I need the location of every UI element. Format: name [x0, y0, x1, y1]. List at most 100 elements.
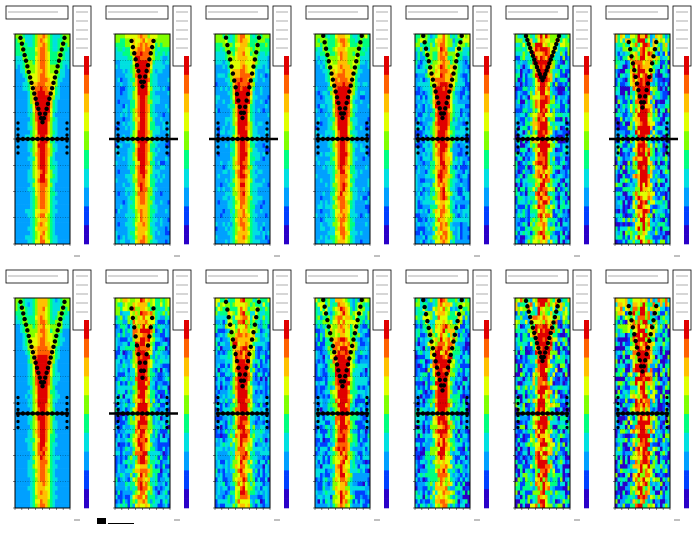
heatmap-cell	[247, 200, 251, 205]
heatmap-cell	[122, 47, 126, 52]
heatmap-cell	[117, 38, 121, 44]
heatmap-cell	[245, 230, 248, 236]
heatmap-cell	[217, 187, 221, 192]
heatmap-cell	[55, 86, 58, 92]
heatmap-cell	[245, 34, 248, 39]
heatmap-cell	[137, 152, 141, 157]
heatmap-cell	[117, 47, 121, 52]
v-curve-point	[151, 38, 156, 44]
edge-point	[265, 127, 269, 131]
heatmap-cell	[235, 195, 238, 201]
heatmap-cell	[365, 112, 368, 118]
heatmap-cell	[35, 60, 38, 65]
heatmap-cell	[345, 117, 348, 122]
heatmap-cell	[30, 147, 33, 153]
heatmap-cell	[317, 51, 321, 57]
heatmap-cell	[360, 191, 363, 197]
heatmap-cell	[20, 209, 23, 214]
heatmap-cell	[232, 130, 236, 135]
heatmap-cell	[250, 99, 253, 105]
heatmap-cell	[227, 235, 231, 240]
heatmap-cell	[155, 235, 158, 240]
heatmap-cell	[252, 200, 256, 205]
heatmap-cell	[250, 178, 253, 184]
heatmap-cell	[267, 90, 271, 96]
heatmap-cell	[325, 226, 328, 232]
heatmap-cell	[117, 69, 121, 74]
heatmap-cell	[132, 77, 136, 83]
heatmap-cell	[125, 64, 128, 70]
heatmap-cell	[67, 34, 71, 39]
heatmap-cell	[152, 209, 156, 214]
heatmap-cell	[30, 125, 33, 131]
colorbar-cell	[84, 126, 89, 132]
heatmap-cell	[52, 230, 56, 236]
heatmap-cell	[315, 108, 318, 114]
heatmap-cell	[22, 130, 26, 135]
heatmap-cell	[20, 51, 23, 57]
heatmap-cell	[235, 217, 238, 223]
heatmap-cell	[242, 77, 246, 83]
heatmap-cell	[20, 82, 23, 87]
heatmap-cell	[327, 73, 331, 79]
heatmap-cell	[320, 178, 323, 184]
heatmap-cell	[150, 108, 153, 114]
heatmap-cell	[340, 38, 343, 44]
heatmap-cell	[320, 156, 323, 162]
heatmap-cell	[222, 143, 226, 149]
heatmap-cell	[225, 187, 228, 192]
heatmap-cell	[367, 152, 371, 157]
heatmap-cell	[255, 108, 258, 114]
heatmap-cell	[22, 230, 26, 236]
heatmap-cell	[262, 178, 266, 184]
heatmap-cell	[152, 69, 156, 74]
heatmap-cell	[242, 64, 246, 70]
heatmap-cell	[167, 38, 171, 44]
heatmap-cell	[320, 222, 323, 227]
heatmap-cell	[362, 230, 366, 236]
heatmap-cell	[22, 169, 26, 175]
heatmap-cell	[65, 77, 68, 83]
heatmap-cell	[132, 125, 136, 131]
heatmap-cell	[125, 239, 128, 245]
heatmap-cell	[22, 152, 26, 157]
heatmap-cell	[52, 200, 56, 205]
heatmap-cell	[22, 64, 26, 70]
heatmap-cell	[220, 187, 223, 192]
v-curve-point	[34, 101, 40, 107]
heatmap-cell	[160, 213, 163, 219]
colorbar-cell	[84, 173, 89, 179]
heatmap-cell	[127, 99, 131, 105]
heatmap-cell	[267, 209, 271, 214]
heatmap-cell	[342, 51, 346, 57]
heatmap-cell	[137, 156, 141, 162]
heatmap-cell	[240, 178, 243, 184]
heatmap-cell	[360, 51, 363, 57]
heatmap-cell	[340, 147, 343, 153]
heatmap-cell	[222, 204, 226, 210]
heatmap-cell	[330, 230, 333, 236]
heatmap-cell	[137, 191, 141, 197]
heatmap-cell	[255, 130, 258, 135]
edge-point	[265, 133, 269, 137]
heatmap-cell	[267, 99, 271, 105]
heatmap-cell	[160, 112, 163, 118]
colorbar-cell	[84, 239, 89, 245]
heatmap-cell	[45, 160, 48, 166]
heatmap-cell	[355, 195, 358, 201]
heatmap-cell	[27, 38, 31, 44]
colorbar-cell	[184, 74, 189, 80]
heatmap-cell	[115, 77, 118, 83]
heatmap-cell	[242, 209, 246, 214]
heatmap-cell	[37, 90, 41, 96]
heatmap-cell	[250, 51, 253, 57]
heatmap-cell	[20, 121, 23, 127]
heatmap-cell	[45, 121, 48, 127]
heatmap-cell	[227, 134, 231, 140]
v-curve-point	[137, 74, 142, 79]
heatmap-cell	[62, 134, 66, 140]
heatmap-cell	[40, 47, 43, 52]
colorbar-cell	[184, 187, 189, 193]
heatmap-cell	[317, 86, 321, 92]
heatmap-cell	[50, 230, 53, 236]
